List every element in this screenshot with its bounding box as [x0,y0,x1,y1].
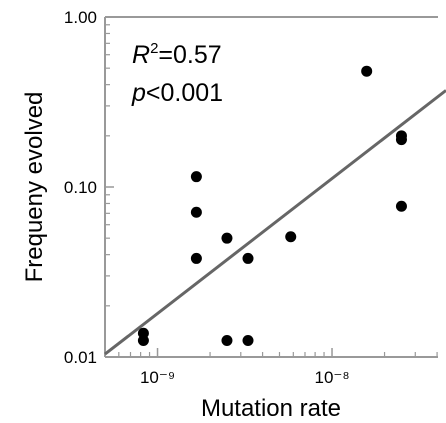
data-point [190,206,202,218]
data-point [221,335,233,347]
y-tick-label: 0.10 [64,178,97,197]
data-point [285,231,297,243]
data-point [361,65,373,77]
data-point [242,335,254,347]
data-point [190,252,202,264]
data-point [395,134,407,146]
ticks-layer: 0.01 0.10 1.00 10⁻⁹ 10⁻⁸ [64,8,438,387]
r-squared-annotation: R2=0.57 [132,40,222,69]
data-point [190,171,202,183]
y-tick-label: 0.01 [64,348,97,367]
points-layer [137,65,407,347]
p-value-annotation: p<0.001 [131,79,223,107]
regression-line [104,89,446,356]
data-point [395,200,407,212]
fit-line-layer [104,89,446,356]
x-tick-label: 10⁻⁹ [140,368,175,387]
data-point [242,252,254,264]
data-point [221,232,233,244]
y-tick-label: 1.00 [64,8,97,27]
y-axis-label: Frequeny evolved [21,92,48,283]
x-axis-label: Mutation rate [201,395,341,422]
data-point [137,335,149,347]
plot-frame [104,16,438,358]
x-tick-label: 10⁻⁸ [314,368,349,387]
